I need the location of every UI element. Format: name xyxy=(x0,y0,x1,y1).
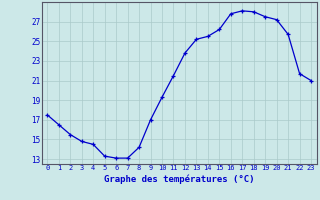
X-axis label: Graphe des températures (°C): Graphe des températures (°C) xyxy=(104,174,254,184)
